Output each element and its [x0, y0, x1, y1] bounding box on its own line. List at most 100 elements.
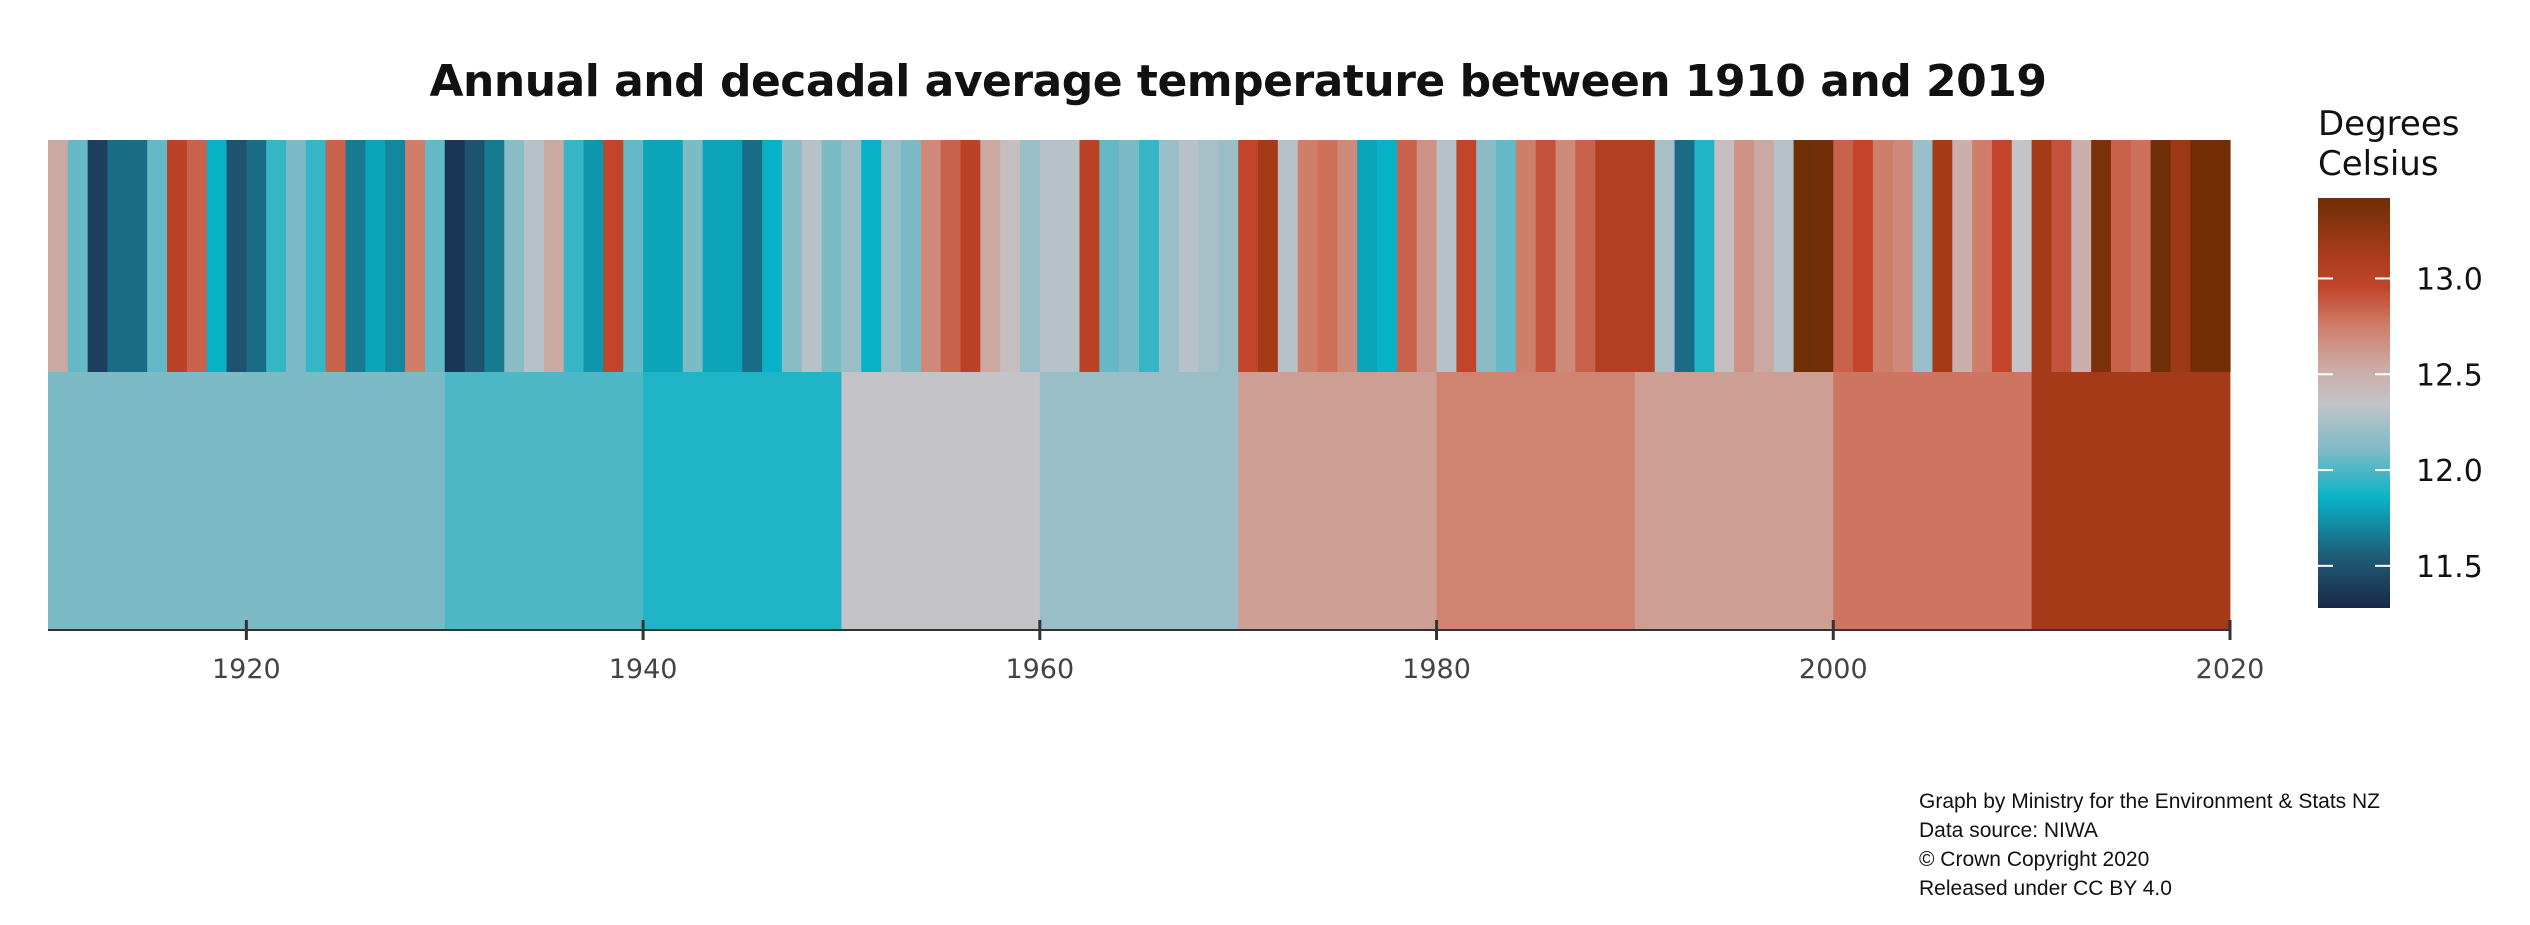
annual-stripe-1915	[147, 140, 168, 372]
annual-stripe-1955	[940, 140, 962, 372]
annual-stripe-1917	[186, 140, 208, 372]
x-tick-label: 1960	[1005, 654, 1074, 685]
annual-stripe-1930	[444, 140, 466, 372]
legend-title: Degrees Celsius	[2318, 104, 2459, 184]
annual-stripe-1963	[1099, 140, 1120, 372]
annual-stripe-2002	[1872, 140, 1894, 372]
annual-stripe-1980	[1436, 140, 1457, 372]
annual-stripe-2017	[2170, 140, 2191, 372]
decadal-stripe-1930	[444, 372, 644, 630]
annual-stripe-1938	[603, 140, 624, 372]
annual-stripe-1965	[1139, 140, 1160, 372]
annual-stripe-1958	[1000, 140, 1021, 372]
annual-stripe-1940	[643, 140, 664, 372]
annual-stripe-1982	[1476, 140, 1497, 372]
annual-stripe-1936	[563, 140, 585, 372]
annual-stripe-1949	[821, 140, 843, 372]
annual-stripe-1984	[1515, 140, 1537, 372]
decadal-stripe-2000	[1833, 372, 2033, 630]
annual-stripe-2005	[1932, 140, 1953, 372]
x-tick-label: 1980	[1402, 654, 1471, 685]
annual-stripe-1933	[504, 140, 525, 372]
annual-stripe-1994	[1714, 140, 1735, 372]
annual-stripe-1991	[1654, 140, 1676, 372]
annual-stripe-1947	[781, 140, 803, 372]
annual-stripe-1929	[424, 140, 446, 372]
decadal-stripe-1910	[48, 372, 247, 630]
annual-stripe-1996	[1753, 140, 1775, 372]
annual-stripe-1921	[266, 140, 287, 372]
x-tick-label: 2000	[1799, 654, 1868, 685]
annual-stripe-1976	[1357, 140, 1378, 372]
annual-stripe-1928	[405, 140, 426, 372]
annual-stripe-1918	[206, 140, 228, 372]
annual-stripe-1989	[1615, 140, 1636, 372]
colorbar-tick-label: 11.5	[2416, 550, 2483, 585]
annual-stripe-1992	[1674, 140, 1696, 372]
annual-stripe-1970	[1238, 140, 1259, 372]
annual-stripe-2014	[2110, 140, 2132, 372]
annual-stripe-1962	[1079, 140, 1100, 372]
annual-stripe-1943	[702, 140, 724, 372]
decadal-stripe-1970	[1238, 372, 1437, 630]
annual-stripe-2019	[2210, 140, 2231, 372]
annual-stripe-1990	[1634, 140, 1656, 372]
annual-stripe-1932	[484, 140, 505, 372]
annual-stripe-1923	[305, 140, 327, 372]
annual-stripe-2008	[1991, 140, 2013, 372]
annual-stripe-1920	[246, 140, 267, 372]
annual-stripe-1957	[980, 140, 1001, 372]
annual-stripe-1959	[1019, 140, 1041, 372]
annual-stripe-1914	[127, 140, 148, 372]
annual-stripe-1975	[1337, 140, 1358, 372]
annual-stripe-1910	[48, 140, 69, 372]
decadal-stripe-1920	[246, 372, 446, 630]
annual-stripe-1942	[682, 140, 704, 372]
annual-stripe-2004	[1912, 140, 1934, 372]
annual-stripe-1951	[861, 140, 882, 372]
annual-stripe-1944	[722, 140, 743, 372]
annual-stripe-1977	[1377, 140, 1398, 372]
annual-stripe-1912	[87, 140, 109, 372]
annual-stripe-1948	[801, 140, 823, 372]
annual-stripe-1986	[1555, 140, 1576, 372]
annual-stripe-1998	[1793, 140, 1815, 372]
annual-stripe-2006	[1952, 140, 1973, 372]
annual-stripe-2003	[1892, 140, 1914, 372]
credit-line: © Crown Copyright 2020	[1919, 848, 2150, 871]
decadal-stripe-2010	[2031, 372, 2231, 630]
x-tick-label: 2020	[2196, 654, 2265, 685]
annual-stripe-2010	[2031, 140, 2053, 372]
annual-stripe-1961	[1059, 140, 1081, 372]
decadal-stripe-1990	[1634, 372, 1834, 630]
chart-title: Annual and decadal average temperature b…	[429, 56, 2048, 107]
annual-stripe-1935	[543, 140, 565, 372]
annual-stripe-1953	[900, 140, 922, 372]
annual-stripe-1911	[67, 140, 89, 372]
annual-stripe-2012	[2071, 140, 2092, 372]
annual-stripe-1916	[167, 140, 188, 372]
colorbar-tick-label: 12.5	[2416, 358, 2483, 393]
annual-stripe-1997	[1773, 140, 1795, 372]
annual-stripe-1999	[1813, 140, 1834, 372]
annual-stripe-1952	[881, 140, 902, 372]
annual-stripe-1969	[1218, 140, 1239, 372]
annual-stripe-2007	[1972, 140, 1993, 372]
annual-stripe-1937	[583, 140, 605, 372]
decadal-stripe-1980	[1436, 372, 1636, 630]
decadal-stripe-1960	[1039, 372, 1239, 630]
annual-stripe-2009	[2011, 140, 2033, 372]
decadal-stripes	[48, 372, 2231, 630]
annual-stripe-2018	[2190, 140, 2211, 372]
annual-stripe-2000	[1833, 140, 1854, 372]
annual-stripe-1993	[1694, 140, 1715, 372]
decadal-stripe-1940	[643, 372, 842, 630]
annual-stripe-1981	[1456, 140, 1477, 372]
x-tick-label: 1920	[212, 654, 281, 685]
annual-stripe-1985	[1535, 140, 1557, 372]
annual-stripe-1926	[365, 140, 386, 372]
colorbar-tick-label: 12.0	[2416, 454, 2483, 489]
annual-stripe-2011	[2051, 140, 2072, 372]
annual-stripe-1954	[920, 140, 942, 372]
annual-stripe-1971	[1258, 140, 1279, 372]
